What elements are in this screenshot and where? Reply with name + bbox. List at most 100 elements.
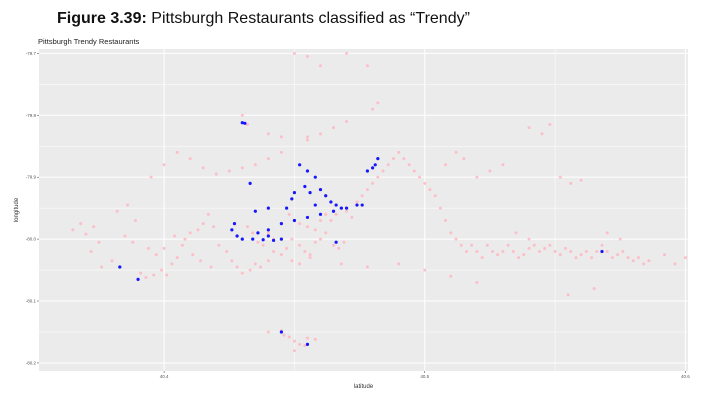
point-pink <box>149 175 153 179</box>
point-pink <box>175 150 179 154</box>
x-tick-label: 40.6 <box>681 374 690 379</box>
point-pink <box>548 243 552 247</box>
point-pink <box>454 237 458 241</box>
point-pink <box>418 175 422 179</box>
point-pink <box>475 175 479 179</box>
point-pink <box>318 219 322 223</box>
point-pink <box>173 234 177 238</box>
point-pink <box>191 253 195 257</box>
point-pink <box>470 243 474 247</box>
point-blue <box>240 237 244 241</box>
point-pink <box>553 249 557 253</box>
point-pink <box>365 64 369 68</box>
point-blue <box>360 203 364 207</box>
point-pink <box>345 209 349 213</box>
point-pink <box>626 256 630 260</box>
point-pink <box>428 188 432 192</box>
x-tick-label: 40.4 <box>160 374 169 379</box>
point-pink <box>287 212 291 216</box>
point-pink <box>350 215 354 219</box>
point-pink <box>402 157 406 161</box>
point-pink <box>248 268 252 272</box>
point-blue <box>266 228 270 232</box>
point-pink <box>558 253 562 257</box>
point-pink <box>305 54 309 58</box>
point-pink <box>371 181 375 185</box>
point-pink <box>647 259 651 263</box>
point-pink <box>517 256 521 260</box>
point-pink <box>324 212 328 216</box>
point-pink <box>240 271 244 275</box>
point-pink <box>329 219 333 223</box>
point-pink <box>454 150 458 154</box>
point-pink <box>527 246 531 250</box>
point-pink <box>100 265 104 269</box>
point-blue <box>290 197 294 201</box>
figure-caption-text: Pittsburgh Restaurants classified as “Tr… <box>151 10 470 27</box>
point-pink <box>144 275 148 279</box>
point-blue <box>298 163 302 167</box>
y-axis-label: longitude <box>14 197 20 222</box>
point-pink <box>282 333 286 337</box>
grid-lines <box>39 49 688 371</box>
point-pink <box>558 175 562 179</box>
point-pink <box>201 222 205 226</box>
point-pink <box>199 259 203 263</box>
point-pink <box>365 265 369 269</box>
plot-title: Pittsburgh Trendy Restaurants <box>38 37 140 46</box>
point-pink <box>621 249 625 253</box>
point-pink <box>337 246 341 250</box>
point-pink <box>201 166 205 170</box>
point-pink <box>642 262 646 266</box>
x-axis-label: latitude <box>354 384 374 390</box>
point-pink <box>631 259 635 263</box>
point-pink <box>537 249 541 253</box>
point-pink <box>162 163 166 167</box>
y-tick-label: -79.7 <box>26 51 37 56</box>
point-blue <box>331 209 336 213</box>
point-pink <box>175 256 179 260</box>
point-pink <box>209 265 213 269</box>
point-pink <box>266 330 270 334</box>
point-pink <box>131 240 135 244</box>
point-pink <box>605 249 609 253</box>
point-pink <box>683 256 687 260</box>
point-pink <box>303 249 307 253</box>
point-pink <box>569 249 573 253</box>
point-pink <box>212 225 216 229</box>
y-tick-label: -80.1 <box>26 299 37 304</box>
point-pink <box>566 293 570 297</box>
point-pink <box>89 249 93 253</box>
point-pink <box>616 253 620 257</box>
point-pink <box>235 265 239 269</box>
point-pink <box>342 240 346 244</box>
point-pink <box>579 253 583 257</box>
point-blue <box>251 237 255 241</box>
point-pink <box>240 166 244 170</box>
point-pink <box>279 135 283 139</box>
point-pink <box>438 206 442 210</box>
point-pink <box>279 253 283 257</box>
point-blue <box>261 238 265 242</box>
point-pink <box>272 249 276 253</box>
point-pink <box>110 259 114 263</box>
point-blue <box>271 238 276 242</box>
point-pink <box>313 228 317 232</box>
point-blue <box>365 169 370 173</box>
point-pink <box>115 209 119 213</box>
point-blue <box>305 342 310 346</box>
point-pink <box>574 256 578 260</box>
point-pink <box>305 225 309 229</box>
point-pink <box>423 181 427 185</box>
point-pink <box>313 240 317 244</box>
point-pink <box>548 123 552 127</box>
point-pink <box>165 273 169 277</box>
point-pink <box>386 163 390 167</box>
point-pink <box>196 228 200 232</box>
point-pink <box>459 243 463 247</box>
point-pink <box>246 225 250 229</box>
point-pink <box>501 249 505 253</box>
point-blue <box>279 330 283 334</box>
point-pink <box>97 240 101 244</box>
